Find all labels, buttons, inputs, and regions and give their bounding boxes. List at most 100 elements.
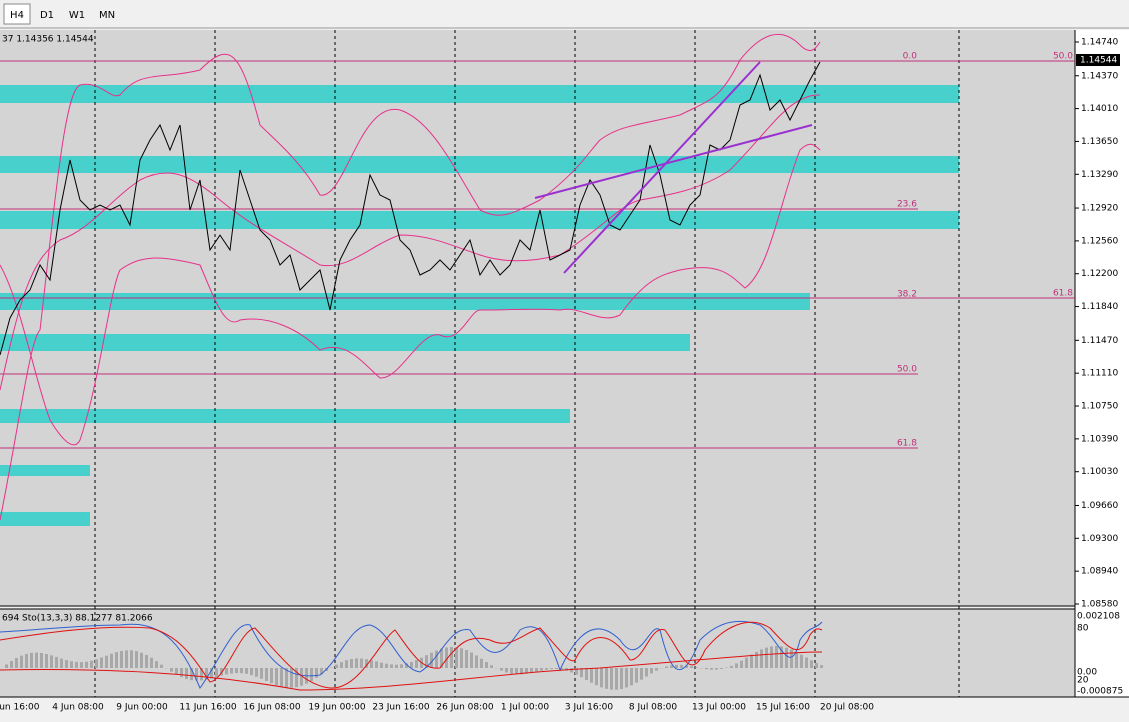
histogram-bar [780,646,783,668]
histogram-bar [365,659,368,668]
histogram-bar [645,668,648,677]
histogram-bar [295,668,298,688]
timeframe-label[interactable]: D1 [40,10,54,21]
histogram-bar [525,668,528,674]
histogram-bar [750,654,753,668]
histogram-bar [430,652,433,668]
histogram-bar [435,650,438,668]
histogram-bar [105,655,108,668]
histogram-bar [50,655,53,668]
histogram-bar [280,668,283,687]
histogram-bar [440,648,443,668]
histogram-bar [820,665,823,668]
histogram-bar [555,668,558,670]
histogram-bar [145,654,148,668]
time-label: 1 Jul 00:00 [501,703,550,713]
price-label: 1.09660 [1081,501,1118,511]
timeframe-button[interactable] [3,3,31,25]
histogram-bar [185,668,188,680]
histogram-bar [190,668,193,681]
histogram-bar [680,664,683,668]
histogram-bar [90,660,93,668]
timeframe-button[interactable] [94,4,120,24]
histogram-bar [715,668,718,670]
histogram-bar [35,652,38,668]
time-label: 20 Jul 08:00 [820,703,874,713]
histogram-bar [115,652,118,668]
current-price: 1.14544 [1080,56,1117,66]
ohlc-text: 37 1.14356 1.14544 [2,35,94,45]
histogram-bar [610,668,613,690]
histogram-bar [765,647,768,668]
zone [0,156,959,173]
fibo-lines [0,60,1075,449]
time-label: 3 Jul 16:00 [565,703,614,713]
histogram-bar [380,662,383,668]
histogram-bar [535,668,538,672]
histogram-bar [140,652,143,668]
histogram-bar [290,668,293,688]
histogram-bar [475,655,478,668]
fibo-label: 23.6 [897,200,917,210]
histogram-bar [625,668,628,688]
histogram-bar [720,668,723,669]
histogram-bar [470,652,473,668]
histogram-bar [480,658,483,668]
timeframe-button[interactable] [64,4,90,24]
histogram-bar [695,667,698,668]
histogram-bar [390,664,393,668]
histogram-bar [175,668,178,675]
histogram-bar [260,668,263,679]
histogram-bar [550,668,553,670]
histogram-bar [425,655,428,668]
middle-band [0,94,821,391]
toolbar [0,0,1129,28]
histogram-bar [405,663,408,668]
histogram-bar [575,668,578,675]
fibo-label: 61.8 [1053,289,1073,299]
histogram-bar [760,649,763,668]
time-label: 13 Jul 00:00 [692,703,746,713]
histogram-bar [120,650,123,668]
histogram-bar [195,668,198,681]
time-label: Jun 16:00 [0,703,40,713]
histogram-bar [670,665,673,668]
histogram-bar [45,653,48,668]
histogram-bar [315,668,318,678]
time-label: 26 Jun 08:00 [436,703,493,713]
timeframe-label[interactable]: H4 [10,10,24,21]
histogram-bar [235,668,238,674]
histogram-bar [85,661,88,668]
histogram-bar [200,668,203,681]
price-label: 1.11840 [1081,302,1118,312]
timeframe-label[interactable]: MN [99,10,115,21]
histogram-bar [665,666,668,668]
histogram-bar [580,668,583,678]
histogram-bar [335,664,338,668]
histogram-bar [310,668,313,682]
histogram-bar [25,653,28,668]
histogram-bar [70,661,73,668]
histogram-bar [230,668,233,674]
histogram-bar [245,668,248,674]
timeframe-button[interactable] [34,4,60,24]
histogram-bar [275,668,278,686]
histogram-bar [395,664,398,668]
histogram-bar [110,653,113,668]
histogram-bar [650,668,653,674]
histogram-bar [320,668,323,675]
stochastic-signal [0,621,823,689]
histogram-bar [520,668,523,675]
histogram-bar [490,665,493,668]
histogram-bar [360,658,363,668]
histogram-bar [800,654,803,668]
lower-band [0,143,821,446]
indicator-axis-label: -0.000875 [1077,687,1123,697]
price-label: 1.08940 [1081,567,1118,577]
histogram-bar [60,658,63,668]
histogram-bar [355,658,358,668]
price-label: 1.14740 [1081,38,1118,48]
timeframe-label[interactable]: W1 [69,10,85,21]
histogram-bar [445,647,448,668]
histogram-bar [770,646,773,668]
